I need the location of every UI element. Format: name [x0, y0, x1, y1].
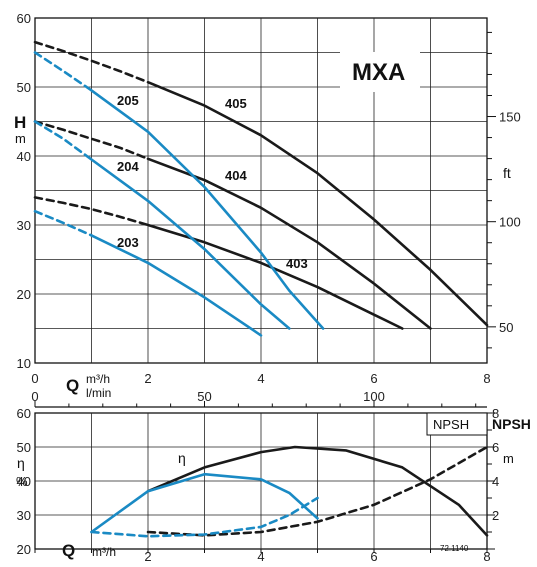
top-y-tick-label: 10 [17, 356, 31, 371]
chart-title: MXA [352, 59, 405, 86]
top-y2-tick-label: 150 [499, 110, 521, 125]
curve-efficiency-black [146, 445, 489, 537]
top-x-tick-label: 6 [370, 371, 377, 386]
curve-203 [90, 234, 263, 337]
top-y-tick-label: 50 [17, 80, 31, 95]
npsh-label-box [426, 412, 488, 436]
top-x2-tick-label: 0 [31, 389, 38, 404]
top-y2-tick-label: 50 [499, 320, 513, 335]
bottom-y-tick-label: 60 [17, 406, 31, 421]
bottom-grid [35, 413, 487, 549]
top-series [33, 40, 489, 337]
y2-axis-label: ft [503, 165, 511, 181]
bottom-x-tick-label: 4 [257, 549, 264, 564]
top-x-tick-label: 8 [483, 371, 490, 386]
panel-npsh-label: NPSH [433, 417, 469, 432]
bottom-x-tick-label: 8 [483, 549, 490, 564]
series-label-403: 403 [286, 256, 308, 271]
bottom-x-axis-unit: m³/h [92, 545, 116, 559]
bottom-y-ticks: 20 30 40 50 60 [17, 406, 31, 557]
series-label-204: 204 [117, 159, 139, 174]
bottom-y-tick-label: 20 [17, 542, 31, 557]
bottom-x-ticks: 2 4 6 8 [34, 549, 491, 564]
top-y-tick-label: 30 [17, 218, 31, 233]
series-label-405: 405 [225, 96, 247, 111]
bottom-y2-tick-label: 8 [492, 406, 499, 421]
bottom-y2-ticks: 2 4 6 8 [487, 406, 499, 550]
curve-npsh-blue [90, 496, 319, 538]
top-x-tick-label: 4 [257, 371, 264, 386]
bottom-y-tick-label: 50 [17, 440, 31, 455]
head-capacity-panel: MXA 10 20 30 40 50 60 0 2 4 6 8 0 50 100 50 100 150 4… [14, 11, 521, 407]
curve-203-dashed [33, 209, 93, 237]
curve-404 [146, 157, 432, 330]
top-x-ticks: 0 2 4 6 8 [31, 371, 490, 386]
efficiency-npsh-panel: NPSH η 20 30 40 50 60 2 4 6 8 2 4 6 8 η % NPSH m Q… [16, 406, 531, 564]
bottom-y2-tick-label: 2 [492, 508, 499, 523]
title-box [340, 52, 420, 92]
top-y-tick-label: 20 [17, 287, 31, 302]
x-axis-label: Q [66, 376, 79, 395]
efficiency-curve-label: η [178, 450, 186, 466]
eta-axis-unit: % [16, 474, 28, 489]
top-y-tick-label: 60 [17, 11, 31, 26]
top-y-ticks: 10 20 30 40 50 60 [17, 11, 31, 371]
curve-efficiency-blue [90, 472, 319, 534]
y-axis-label: H [14, 113, 26, 132]
bottom-y2-tick-label: 6 [492, 440, 499, 455]
curve-205 [90, 89, 325, 330]
curve-npsh-black [146, 445, 489, 537]
x-axis-unit: m³/h [86, 372, 110, 386]
series-label-205: 205 [117, 93, 139, 108]
curve-403-dashed [33, 196, 150, 227]
top-series-labels: 405 404 403 205 204 203 [117, 93, 308, 271]
x2-axis-unit: l/min [86, 386, 111, 400]
bottom-series [90, 445, 489, 538]
top-x-tick-label: 0 [31, 371, 38, 386]
bottom-y2-tick-label: 4 [492, 474, 499, 489]
top-y2-ticks: 50 100 150 [487, 31, 521, 349]
npsh-axis-unit: m [503, 451, 514, 466]
curve-204 [90, 158, 291, 330]
bottom-y-tick-label: 40 [17, 474, 31, 489]
top-x2-tick-label: 100 [363, 389, 385, 404]
bottom-y-tick-label: 30 [17, 508, 31, 523]
top-x-tick-label: 2 [144, 371, 151, 386]
y-axis-unit: m [15, 131, 26, 146]
bottom-x-tick-label: 6 [370, 549, 377, 564]
bottom-x-axis-label: Q [62, 541, 75, 560]
figure-code: 72.1140 [440, 544, 469, 553]
curve-405 [146, 80, 489, 327]
top-y-tick-label: 40 [17, 149, 31, 164]
curve-405-dashed [33, 40, 150, 84]
top-y2-tick-label: 100 [499, 215, 521, 230]
series-label-404: 404 [225, 168, 247, 183]
bottom-x-tick-label: 2 [144, 549, 151, 564]
curve-204-dashed [33, 120, 93, 161]
top-x2-tick-label: 50 [197, 389, 211, 404]
curve-404-dashed [33, 120, 150, 161]
npsh-axis-label: NPSH [492, 416, 531, 432]
series-label-203: 203 [117, 235, 139, 250]
curve-205-dashed [33, 51, 93, 92]
eta-axis-label: η [17, 455, 25, 471]
